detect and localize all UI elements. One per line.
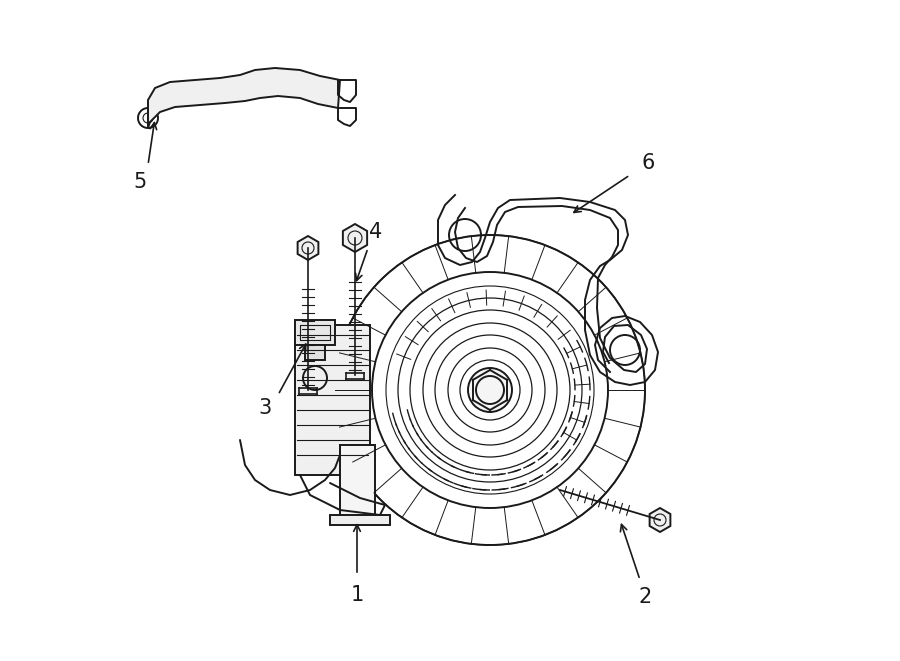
Polygon shape: [295, 320, 335, 345]
Polygon shape: [343, 224, 367, 252]
Polygon shape: [298, 236, 319, 260]
Polygon shape: [340, 445, 375, 520]
Text: 6: 6: [642, 153, 654, 173]
Polygon shape: [345, 226, 365, 250]
Polygon shape: [650, 508, 670, 532]
Text: 3: 3: [258, 398, 272, 418]
Text: 1: 1: [350, 585, 364, 605]
Text: 5: 5: [133, 172, 147, 192]
Polygon shape: [295, 325, 370, 475]
Polygon shape: [148, 68, 340, 128]
Text: 2: 2: [638, 587, 652, 607]
Polygon shape: [305, 345, 325, 360]
Text: 4: 4: [369, 222, 382, 242]
Polygon shape: [330, 515, 390, 525]
Circle shape: [468, 368, 512, 412]
